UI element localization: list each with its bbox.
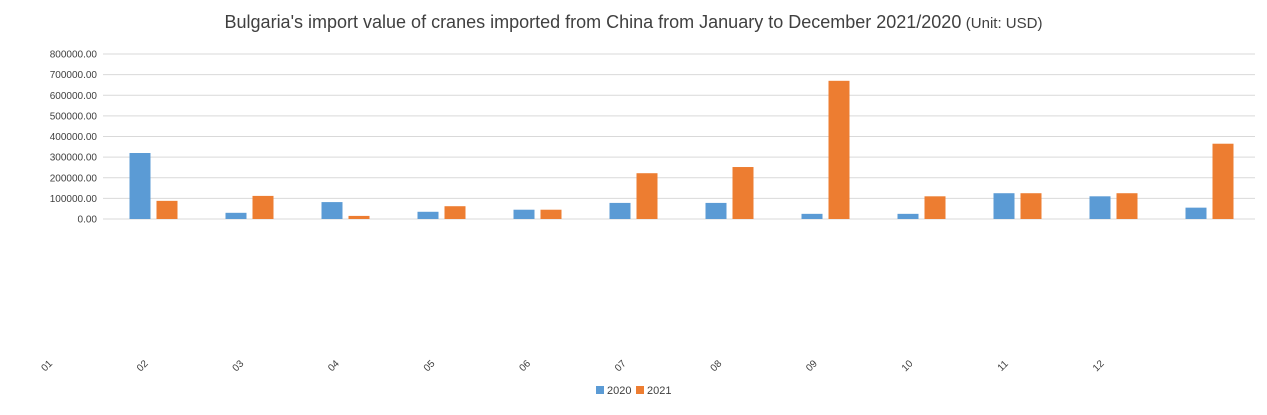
y-tick-label: 800000.00 [50, 50, 98, 61]
bar-2020-10 [993, 193, 1015, 219]
y-tick-label: 200000.00 [50, 173, 98, 184]
x-tick-label: 07 [613, 358, 629, 374]
bar-2020-06 [609, 202, 631, 219]
bar-2020-04 [417, 211, 439, 219]
y-tick-label: 700000.00 [50, 70, 98, 81]
bar-2021-07 [732, 167, 754, 219]
bar-2021-11 [1116, 193, 1138, 219]
chart-title-text: Bulgaria's import value of cranes import… [224, 12, 962, 32]
bars [129, 80, 1234, 219]
chart-title: Bulgaria's import value of cranes import… [0, 12, 1267, 33]
x-tick-label: 11 [996, 358, 1011, 373]
bar-2021-03 [348, 215, 370, 219]
legend-entry: 2020 [607, 385, 631, 397]
bar-2020-01 [129, 153, 151, 219]
bar-2021-09 [924, 196, 946, 219]
x-tick-label: 03 [231, 358, 247, 374]
y-tick-label: 300000.00 [50, 153, 98, 164]
x-tick-label: 12 [1091, 358, 1107, 374]
bar-2020-12 [1185, 207, 1207, 219]
y-tick-label: 0.00 [78, 215, 98, 226]
bar-2021-08 [828, 80, 850, 219]
bar-2020-07 [705, 202, 727, 219]
bar-2020-09 [897, 213, 919, 219]
x-tick-label: 01 [39, 358, 55, 374]
bar-2021-10 [1020, 193, 1042, 219]
x-tick-label: 10 [900, 358, 916, 374]
x-tick-label: 09 [804, 358, 820, 374]
bar-2021-01 [156, 200, 178, 219]
bar-2021-06 [636, 173, 658, 219]
chart-title-unit: (Unit: USD) [965, 15, 1043, 32]
x-tick-label: 06 [517, 358, 533, 374]
bar-2021-02 [252, 195, 274, 219]
x-tick-label: 04 [326, 358, 342, 374]
bar-2020-03 [321, 202, 343, 219]
legend-entry: 2021 [647, 385, 671, 397]
bar-2021-04 [444, 206, 466, 219]
gridlines [103, 53, 1255, 220]
y-tick-label: 100000.00 [50, 194, 98, 205]
y-axis-tick-labels: 0.00 100000.00 200000.00 300000.00 400000.00… [50, 50, 98, 226]
bar-2020-11 [1089, 196, 1111, 219]
x-tick-label: 02 [135, 358, 151, 374]
bar-2021-12 [1212, 143, 1234, 219]
bar-2020-02 [225, 212, 247, 219]
y-tick-label: 500000.00 [50, 111, 98, 122]
y-tick-label: 400000.00 [50, 132, 98, 143]
legend-swatch [636, 386, 644, 394]
legend: 2020 2021 [596, 385, 671, 397]
bar-2021-05 [540, 209, 562, 219]
legend-swatch [596, 386, 604, 394]
x-tick-label: 08 [709, 358, 725, 374]
bar-2020-05 [513, 209, 535, 219]
bar-2020-08 [801, 213, 823, 219]
x-tick-label: 05 [422, 358, 438, 374]
x-axis-tick-labels: 01 02 03 04 05 06 07 08 09 10 11 12 [39, 358, 1107, 374]
y-tick-label: 600000.00 [50, 91, 98, 102]
